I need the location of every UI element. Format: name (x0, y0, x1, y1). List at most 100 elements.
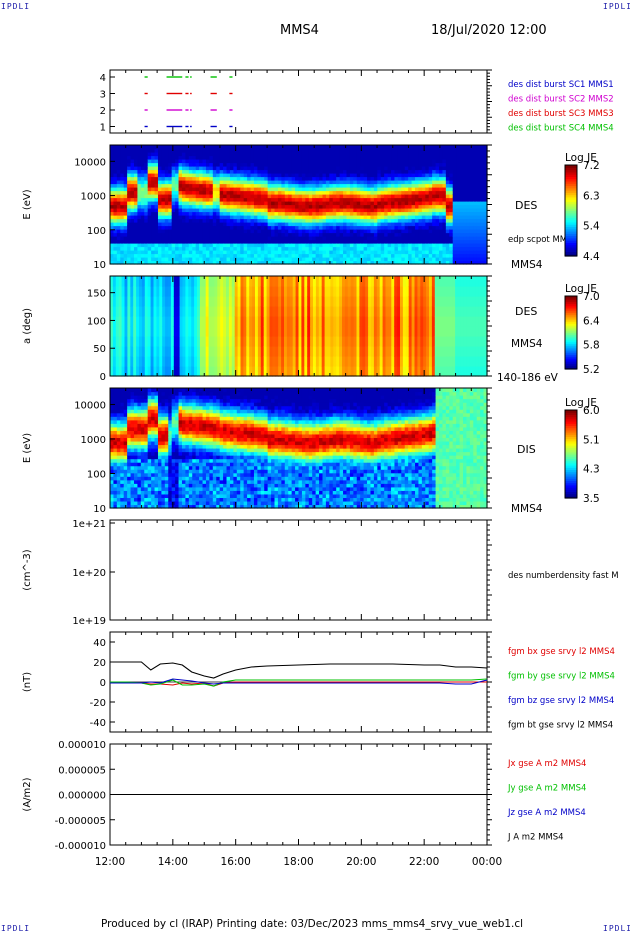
des-energy-spectrogram-cell (428, 159, 433, 164)
des-pitch-spectrogram-cell (400, 296, 404, 307)
des-pitch-spectrogram-cell (295, 326, 300, 337)
des-energy-spectrogram-cell (243, 187, 248, 192)
des-energy-spectrogram-cell (164, 176, 169, 181)
des-energy-spectrogram-cell (295, 250, 300, 255)
des-pitch-spectrogram-cell (466, 366, 471, 377)
des-energy-spectrogram-cell (432, 148, 437, 153)
des-energy-spectrogram-cell (250, 218, 255, 223)
des-energy-spectrogram-cell (284, 201, 289, 206)
des-energy-spectrogram-cell (308, 190, 313, 195)
des-pitch-spectrogram-cell (130, 306, 134, 317)
des-pitch-spectrogram-cell (376, 276, 381, 287)
des-energy-spectrogram-cell (397, 208, 402, 213)
des-energy-spectrogram-cell (264, 155, 269, 160)
des-energy-spectrogram-cell (349, 197, 354, 202)
des-pitch-spectrogram-cell (330, 346, 334, 357)
des-energy-spectrogram-cell (353, 215, 358, 220)
des-energy-spectrogram-cell (216, 246, 221, 251)
des-energy-spectrogram-cell (154, 194, 159, 199)
des-energy-spectrogram-cell (284, 218, 289, 223)
des-pitch-spectrogram-cell (124, 316, 128, 327)
des-energy-spectrogram-cell (178, 260, 183, 265)
des-energy-spectrogram-cell (154, 253, 159, 258)
des-energy-spectrogram-cell (343, 257, 348, 262)
des-energy-spectrogram-cell (476, 166, 481, 171)
des-energy-spectrogram-cell (260, 173, 265, 178)
des-pitch-spectrogram-cell (379, 276, 384, 287)
des-pitch-spectrogram-cell (452, 346, 456, 357)
des-pitch-spectrogram-cell (147, 346, 152, 357)
des-energy-spectrogram-cell (185, 183, 190, 188)
des-energy-spectrogram-cell (411, 166, 416, 171)
des-energy-spectrogram-cell (151, 201, 156, 206)
des-pitch-spectrogram-cell (301, 346, 305, 357)
des-energy-spectrogram-cell (483, 250, 488, 255)
des-energy-spectrogram-cell (151, 246, 156, 251)
des-pitch-spectrogram-cell (231, 286, 236, 297)
des-pitch-spectrogram-cell (437, 356, 442, 367)
des-energy-spectrogram-cell (264, 225, 269, 230)
des-energy-spectrogram-cell (380, 225, 385, 230)
des-energy-spectrogram-cell (185, 197, 190, 202)
des-pitch-spectrogram-cell (211, 306, 215, 317)
des-pitch-spectrogram-cell (260, 276, 265, 287)
des-pitch-spectrogram-cell (208, 276, 213, 287)
des-energy-spectrogram-cell (127, 253, 132, 258)
des-energy-spectrogram-cell (421, 197, 426, 202)
des-energy-spectrogram-cell (469, 173, 474, 178)
des-energy-spectrogram-cell (188, 253, 193, 258)
des-energy-spectrogram-cell (418, 232, 423, 237)
des-energy-spectrogram-cell (168, 159, 173, 164)
des-pitch-spectrogram-cell (443, 316, 447, 327)
des-pitch-spectrogram-cell (260, 316, 265, 327)
des-energy-spectrogram-cell (408, 162, 413, 167)
des-energy-spectrogram-cell (401, 246, 406, 251)
des-pitch-spectrogram-cell (342, 326, 346, 337)
des-energy-spectrogram-cell (140, 152, 145, 157)
des-pitch-spectrogram-cell (365, 346, 369, 357)
des-energy-spectrogram-cell (370, 194, 375, 199)
des-pitch-spectrogram-cell (420, 306, 424, 317)
des-energy-spectrogram-cell (123, 232, 128, 237)
des-pitch-spectrogram-cell (304, 286, 308, 297)
des-energy-spectrogram-cell (483, 236, 488, 241)
des-pitch-spectrogram-cell (362, 316, 366, 327)
des-pitch-spectrogram-cell (266, 366, 271, 377)
des-energy-spectrogram-cell (168, 208, 173, 213)
des-pitch-spectrogram-cell (124, 356, 128, 367)
des-energy-spectrogram-cell (418, 208, 423, 213)
des-pitch-spectrogram-cell (402, 276, 407, 287)
des-energy-spectrogram-cell (394, 239, 399, 244)
des-pitch-spectrogram-cell (133, 286, 137, 297)
des-energy-spectrogram-cell (140, 232, 145, 237)
des-energy-spectrogram-cell (137, 257, 142, 262)
des-energy-spectrogram-cell (315, 208, 320, 213)
des-energy-spectrogram-cell (240, 239, 245, 244)
des-energy-spectrogram-cell (226, 145, 231, 150)
des-energy-spectrogram-cell (168, 176, 173, 181)
des-energy-spectrogram-cell (137, 260, 142, 265)
des-energy-spectrogram-cell (181, 204, 186, 209)
des-pitch-spectrogram-cell (342, 306, 346, 317)
des-energy-spectrogram-cell (425, 162, 430, 167)
des-energy-spectrogram-cell (336, 236, 341, 241)
des-energy-spectrogram-cell (140, 159, 145, 164)
des-energy-spectrogram-cell (480, 162, 485, 167)
des-energy-spectrogram-cell (432, 225, 437, 230)
des-energy-spectrogram-cell (120, 257, 125, 262)
des-pitch-spectrogram-cell (182, 336, 186, 347)
des-energy-spectrogram-cell (397, 243, 402, 248)
des-pitch-spectrogram-cell (217, 366, 221, 377)
des-pitch-spectrogram-cell (115, 296, 120, 307)
des-pitch-spectrogram-cell (214, 276, 218, 287)
des-pitch-spectrogram-cell (339, 286, 343, 297)
des-energy-spectrogram-cell (202, 215, 207, 220)
des-pitch-spectrogram-cell (347, 316, 352, 327)
des-energy-spectrogram-cell (151, 253, 156, 258)
des-pitch-spectrogram-cell (179, 326, 184, 337)
des-pitch-spectrogram-cell (197, 286, 201, 297)
des-energy-spectrogram-cell (240, 152, 245, 157)
des-energy-spectrogram-cell (397, 166, 402, 171)
des-energy-spectrogram-cell (439, 208, 444, 213)
des-energy-spectrogram-cell (267, 187, 272, 192)
